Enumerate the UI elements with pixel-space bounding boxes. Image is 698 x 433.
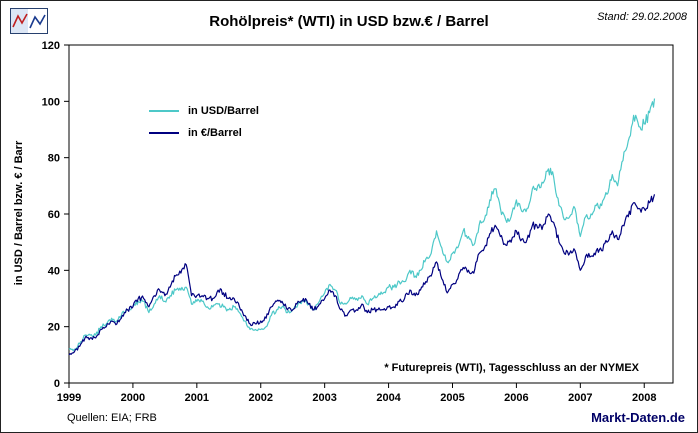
legend-label-eur: in €/Barrel [188, 127, 242, 139]
svg-text:2002: 2002 [249, 392, 273, 404]
legend-label-usd: in USD/Barrel [188, 105, 259, 117]
svg-text:2003: 2003 [312, 392, 336, 404]
svg-text:2005: 2005 [440, 392, 464, 404]
svg-text:0: 0 [54, 378, 60, 390]
svg-text:100: 100 [42, 96, 60, 108]
svg-text:2008: 2008 [632, 392, 656, 404]
legend: in USD/Barrel in €/Barrel [149, 100, 259, 144]
site-credit: Markt-Daten.de [591, 410, 685, 425]
legend-item-usd: in USD/Barrel [149, 100, 259, 122]
legend-item-eur: in €/Barrel [149, 122, 259, 144]
svg-text:40: 40 [48, 265, 60, 277]
svg-text:80: 80 [48, 153, 60, 165]
legend-swatch-usd [149, 110, 179, 112]
svg-text:2007: 2007 [568, 392, 592, 404]
svg-text:2004: 2004 [376, 392, 401, 404]
svg-text:2000: 2000 [121, 392, 145, 404]
markt-daten-logo-icon [10, 8, 48, 39]
chart-title: Rohölpreis* (WTI) in USD bzw.€ / Barrel [209, 13, 489, 30]
sources-note: Quellen: EIA; FRB [67, 412, 157, 424]
svg-text:2006: 2006 [504, 392, 528, 404]
y-axis-label: in USD / Barrel bzw. € / Barr [13, 140, 25, 286]
as-of-date: Stand: 29.02.2008 [597, 11, 687, 23]
svg-text:60: 60 [48, 209, 60, 221]
svg-text:20: 20 [48, 322, 60, 334]
legend-swatch-eur [149, 132, 179, 134]
svg-text:120: 120 [42, 40, 60, 52]
svg-text:2001: 2001 [185, 392, 209, 404]
chart-footnote: * Futurepreis (WTI), Tagesschluss an der… [384, 362, 639, 374]
svg-text:1999: 1999 [57, 392, 81, 404]
